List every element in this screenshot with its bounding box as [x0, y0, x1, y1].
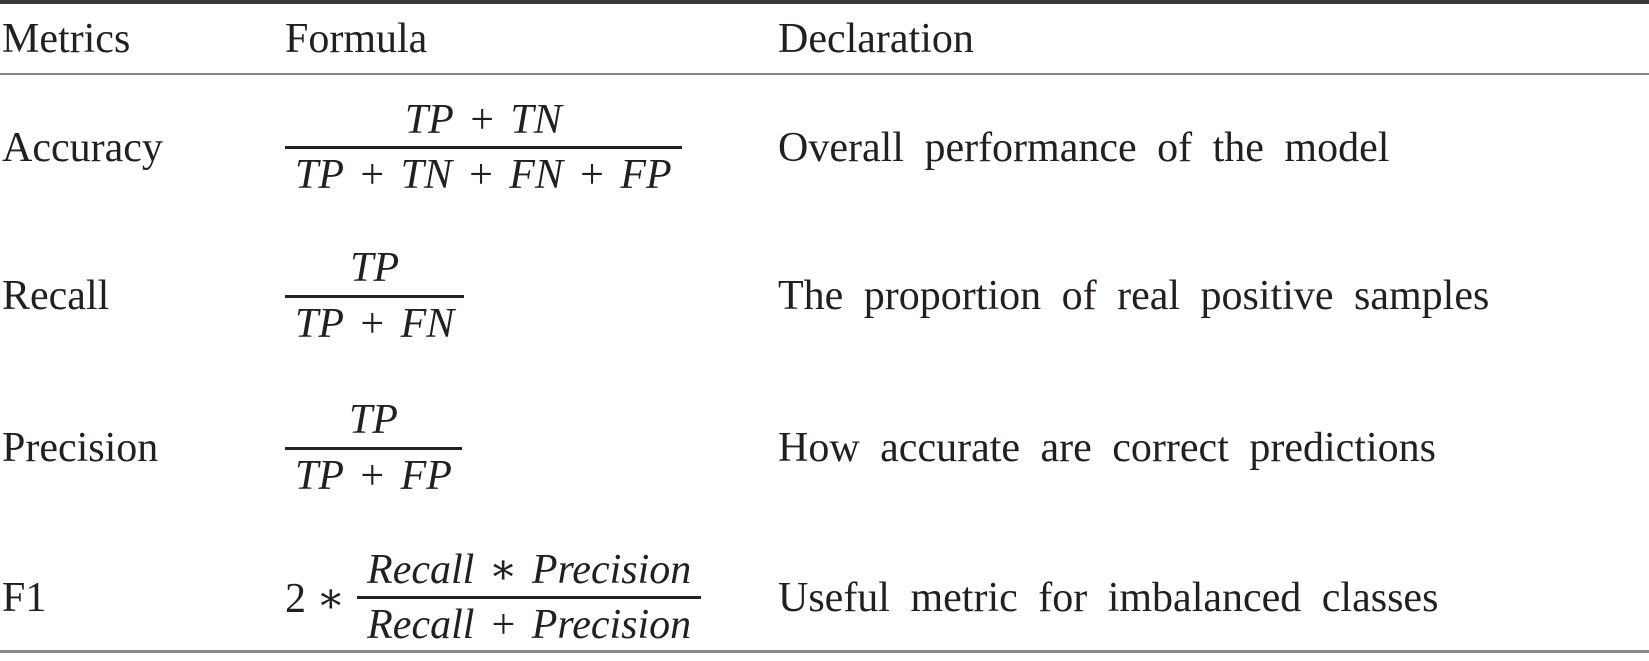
metric-name: Recall: [2, 273, 110, 319]
metric-formula: TP TP + FN: [285, 242, 778, 349]
metric-name: Precision: [2, 425, 159, 471]
table-body: Accuracy TP + TN TP + TN + FN + FP Overal…: [0, 75, 1649, 653]
metric-formula: 2 ∗ Recall ∗ Precision Recall + Precision: [285, 544, 778, 651]
fraction-numerator: TP + TN: [404, 96, 562, 143]
fraction-numerator: TP: [348, 397, 398, 444]
table-row-f1: F1 2 ∗ Recall ∗ Precision Recall + Precisi…: [0, 524, 1649, 653]
metric-declaration: Overall performance of the model: [778, 124, 1390, 171]
fraction: TP + TN TP + TN + FN + FP: [285, 94, 682, 201]
fraction-denominator: TP + TN + FN + FP: [285, 146, 682, 201]
metric-declaration: Useful metric for imbalanced classes: [778, 574, 1439, 621]
metric-name: F1: [2, 574, 47, 621]
fraction-denominator: TP + FN: [285, 294, 465, 350]
table-header-row: Metrics Formula Declaration: [0, 0, 1649, 75]
metric-formula: TP + TN TP + TN + FN + FP: [285, 94, 778, 201]
fraction: TP TP + FN: [285, 242, 465, 350]
metric-formula: TP TP + FP: [285, 394, 778, 501]
metric-name: Accuracy: [2, 124, 163, 171]
column-header-declaration: Declaration: [778, 15, 974, 62]
table-row-accuracy: Accuracy TP + TN TP + TN + FN + FP Overal…: [0, 75, 1649, 220]
fraction-numerator: TP: [350, 245, 400, 292]
fraction-denominator: Recall + Precision: [357, 596, 702, 651]
formula-prefix: 2 ∗: [285, 575, 346, 622]
fraction: TP TP + FP: [285, 394, 462, 501]
fraction-denominator: TP + FP: [285, 446, 462, 502]
fraction: Recall ∗ Precision Recall + Precision: [357, 544, 702, 651]
metric-declaration: How accurate are correct predictions: [778, 425, 1436, 471]
metric-declaration: The proportion of real positive samples: [778, 273, 1490, 319]
column-header-formula: Formula: [285, 15, 428, 62]
fraction-numerator: Recall ∗ Precision: [367, 546, 692, 593]
column-header-metrics: Metrics: [2, 15, 131, 62]
table-row-precision: Precision TP TP + FP How accurate are cor…: [0, 372, 1649, 524]
table-row-recall: Recall TP TP + FN The proportion of real …: [0, 220, 1649, 372]
